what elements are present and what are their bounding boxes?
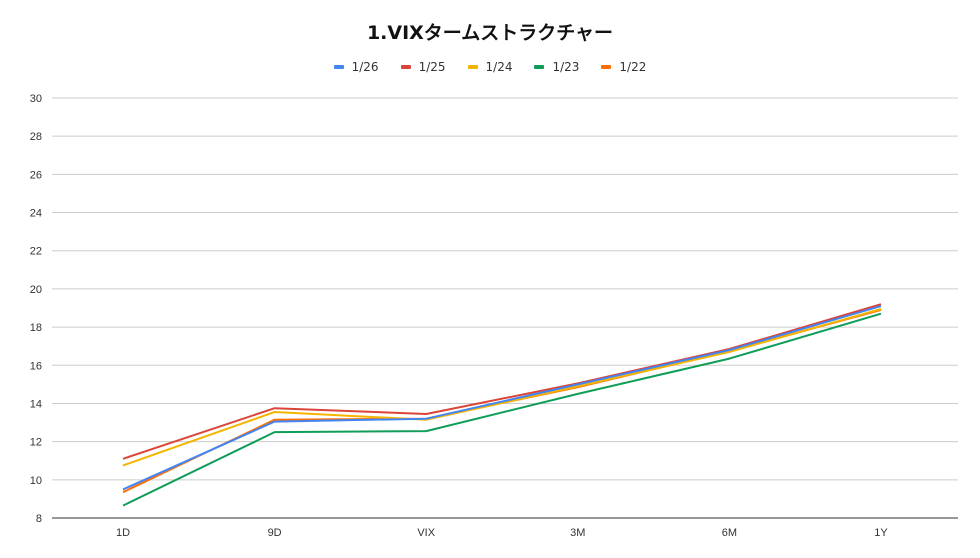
y-tick-label: 14 — [30, 398, 42, 410]
series-line-1-26 — [122, 305, 882, 491]
series-line-1-23 — [122, 312, 882, 507]
y-tick-label: 24 — [30, 208, 42, 220]
legend-swatch — [601, 65, 612, 69]
x-tick-label: 1Y — [874, 527, 888, 539]
legend-label: 1/23 — [552, 60, 580, 74]
x-tick-label: 9D — [268, 527, 282, 539]
legend-swatch — [333, 65, 344, 69]
y-tick-label: 28 — [30, 131, 42, 143]
chart-title: 1.VIXタームストラクチャー — [366, 22, 614, 44]
x-tick-label: 3M — [570, 527, 585, 539]
y-tick-label: 20 — [30, 284, 42, 296]
legend-item: 1/24 — [467, 60, 513, 74]
legend-label: 1/26 — [351, 60, 379, 74]
legend-label: 1/22 — [619, 60, 647, 74]
y-tick-label: 26 — [30, 169, 42, 181]
y-tick-label: 30 — [30, 93, 42, 105]
legend-swatch — [400, 65, 411, 69]
legend-label: 1/24 — [485, 60, 513, 74]
legend: 1/26 1/25 1/24 1/23 1/22 — [0, 60, 980, 74]
series-line-1-25 — [122, 303, 882, 460]
y-tick-label: 10 — [30, 475, 42, 487]
x-tick-label: VIX — [417, 527, 435, 539]
y-tick-label: 18 — [30, 322, 42, 334]
x-tick-label: 6M — [722, 527, 737, 539]
y-tick-label: 16 — [30, 360, 42, 372]
legend-label: 1/25 — [418, 60, 446, 74]
y-tick-label: 12 — [30, 437, 42, 449]
x-tick-label: 1D — [116, 527, 130, 539]
legend-swatch — [467, 65, 478, 69]
y-tick-label: 22 — [30, 246, 42, 258]
legend-swatch — [534, 65, 545, 69]
y-tick-label: 8 — [36, 513, 42, 525]
legend-item: 1/26 — [333, 60, 379, 74]
legend-item: 1/25 — [400, 60, 446, 74]
legend-item: 1/22 — [601, 60, 646, 74]
legend-item: 1/23 — [534, 60, 579, 74]
series-line-1-24 — [122, 308, 882, 467]
